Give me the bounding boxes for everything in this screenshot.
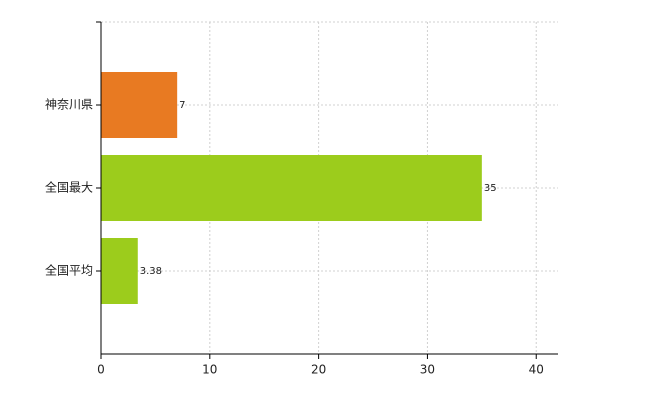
x-tick-label: 40 [529, 363, 544, 377]
value-label: 3.38 [140, 266, 162, 277]
bar [101, 238, 138, 304]
y-tick-label: 全国最大 [45, 180, 93, 195]
y-tick-label: 全国平均 [45, 263, 93, 278]
x-tick-label: 0 [97, 363, 105, 377]
bar [101, 155, 482, 221]
y-tick-label: 神奈川県 [45, 98, 93, 112]
x-tick-label: 20 [311, 363, 326, 377]
bar [101, 72, 178, 138]
value-label: 7 [179, 100, 185, 111]
x-tick-label: 30 [420, 363, 435, 377]
value-label: 35 [484, 183, 497, 194]
x-tick-label: 10 [202, 363, 217, 377]
